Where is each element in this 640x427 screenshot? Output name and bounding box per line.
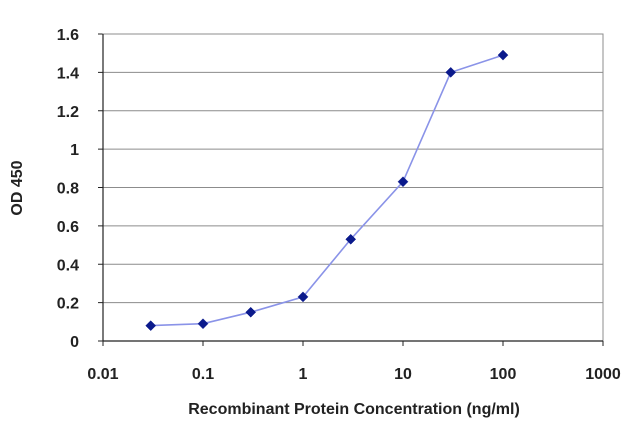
x-tick-label-1: 0.1 xyxy=(192,366,214,383)
data-point-marker xyxy=(145,320,157,332)
data-point-marker xyxy=(197,318,209,330)
data-point-marker xyxy=(345,233,357,245)
y-tick-label-7: 1.4 xyxy=(57,65,79,82)
series-line-0 xyxy=(150,54,504,327)
axes xyxy=(98,33,604,346)
data-point-marker xyxy=(397,176,409,188)
data-point-marker xyxy=(445,67,457,78)
y-tick-label-2: 0.4 xyxy=(57,257,79,274)
data-point-marker xyxy=(297,291,309,303)
y-tick-label-4: 0.8 xyxy=(57,181,79,198)
x-tick-label-3: 10 xyxy=(394,366,412,383)
data-point-marker xyxy=(497,49,509,61)
y-axis-title: OD 450 xyxy=(9,160,26,215)
y-tick-label-0: 0 xyxy=(70,334,79,351)
gridlines xyxy=(103,33,603,304)
y-tick-label-3: 0.6 xyxy=(57,219,79,236)
x-axis-title: Recombinant Protein Concentration (ng/ml… xyxy=(188,401,520,418)
x-tick-label-4: 100 xyxy=(490,366,517,383)
x-tick-labels: 0.01 0.1 1 10 100 1000 xyxy=(87,366,620,383)
y-tick-labels: 0 0.2 0.4 0.6 0.8 1 1.2 1.4 1.6 xyxy=(57,27,79,351)
y-tick-label-5: 1 xyxy=(70,142,79,159)
y-tick-label-6: 1.2 xyxy=(57,104,79,121)
y-tick-label-8: 1.6 xyxy=(57,27,79,44)
data-point-marker xyxy=(245,306,257,318)
y-tick-label-1: 0.2 xyxy=(57,296,79,313)
x-tick-label-0: 0.01 xyxy=(87,366,118,383)
series xyxy=(145,49,509,332)
x-tick-label-5: 1000 xyxy=(585,366,621,383)
x-tick-label-2: 1 xyxy=(299,366,308,383)
